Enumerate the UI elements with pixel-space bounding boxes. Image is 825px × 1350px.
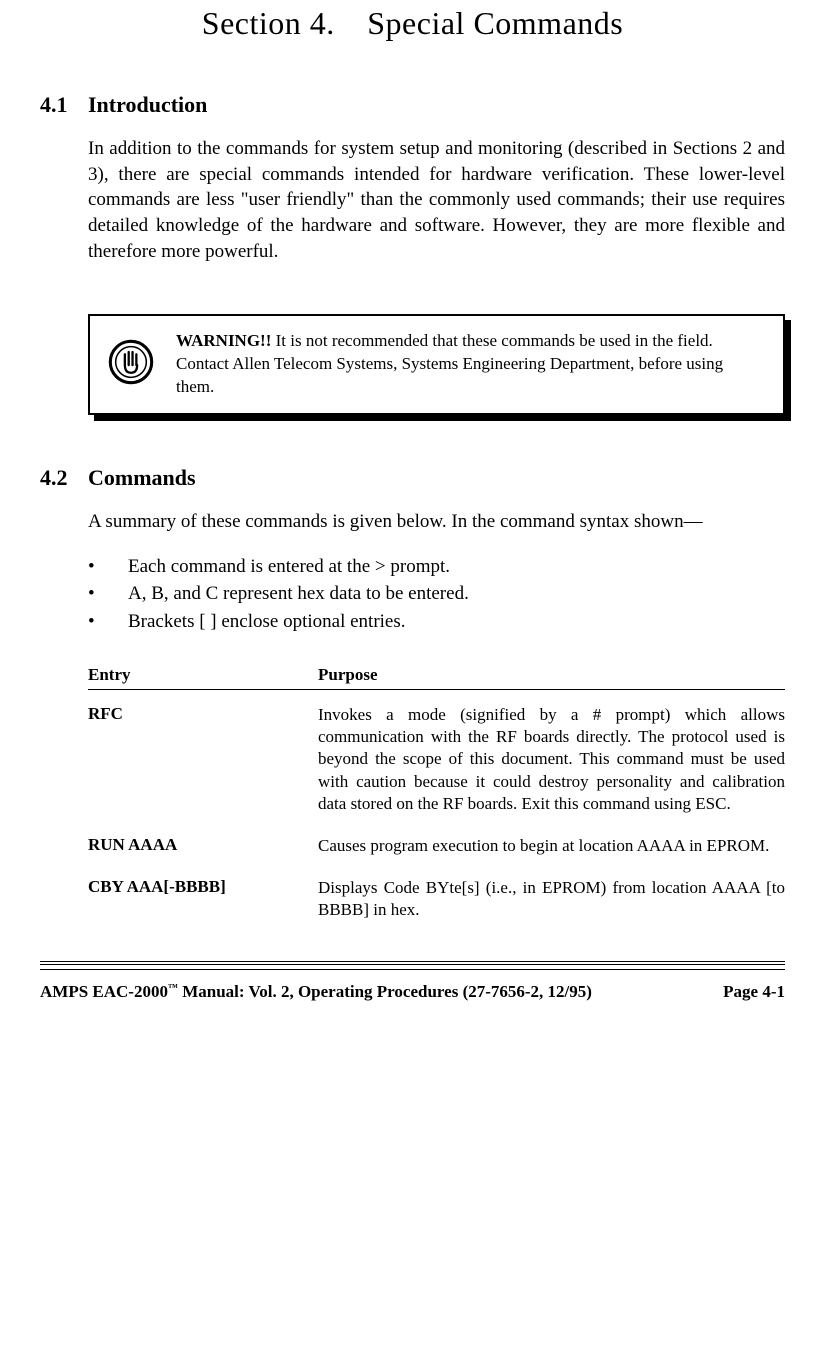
bullet-text: A, B, and C represent hex data to be ent… bbox=[128, 580, 469, 608]
warning-text: WARNING!! It is not recommended that the… bbox=[176, 330, 761, 399]
cell-entry: RFC bbox=[88, 704, 318, 814]
bullet-icon: • bbox=[88, 580, 128, 608]
subsection-heading: Commands bbox=[88, 465, 196, 491]
footer-doc: Manual: Vol. 2, Operating Procedures (27… bbox=[178, 982, 592, 1001]
cell-purpose: Displays Code BYte[s] (i.e., in EPROM) f… bbox=[318, 877, 785, 921]
header-purpose: Purpose bbox=[318, 665, 785, 685]
cell-purpose: Invokes a mode (signified by a # prompt)… bbox=[318, 704, 785, 814]
section-title: Section 4. Special Commands bbox=[40, 5, 785, 42]
bullet-icon: • bbox=[88, 608, 128, 636]
bullet-text: Brackets [ ] enclose optional entries. bbox=[128, 608, 406, 636]
intro-paragraph: In addition to the commands for system s… bbox=[88, 136, 785, 264]
warning-box: WARNING!! It is not recommended that the… bbox=[88, 314, 785, 415]
subsection-4-1: 4.1 Introduction bbox=[40, 92, 785, 118]
cell-purpose: Causes program execution to begin at loc… bbox=[318, 835, 785, 857]
table-header: Entry Purpose bbox=[88, 665, 785, 690]
table-row: RFC Invokes a mode (signified by a # pro… bbox=[88, 704, 785, 814]
list-item: •Each command is entered at the > prompt… bbox=[88, 553, 785, 581]
stop-hand-icon bbox=[108, 339, 154, 390]
cell-entry: RUN AAAA bbox=[88, 835, 318, 857]
list-item: •Brackets [ ] enclose optional entries. bbox=[88, 608, 785, 636]
bullet-text: Each command is entered at the > prompt. bbox=[128, 553, 450, 581]
subsection-number: 4.2 bbox=[40, 465, 88, 491]
page-footer: AMPS EAC-2000™ Manual: Vol. 2, Operating… bbox=[40, 978, 785, 1012]
footer-left: AMPS EAC-2000™ Manual: Vol. 2, Operating… bbox=[40, 982, 592, 1002]
document-page: Section 4. Special Commands 4.1 Introduc… bbox=[0, 5, 825, 1012]
cell-entry: CBY AAA[-BBBB] bbox=[88, 877, 318, 921]
table-row: RUN AAAA Causes program execution to beg… bbox=[88, 835, 785, 857]
table-row: CBY AAA[-BBBB] Displays Code BYte[s] (i.… bbox=[88, 877, 785, 921]
list-item: •A, B, and C represent hex data to be en… bbox=[88, 580, 785, 608]
subsection-heading: Introduction bbox=[88, 92, 207, 118]
footer-product: AMPS EAC-2000 bbox=[40, 982, 168, 1001]
header-entry: Entry bbox=[88, 665, 318, 685]
warning-label: WARNING!! bbox=[176, 331, 271, 350]
commands-intro: A summary of these commands is given bel… bbox=[88, 509, 785, 535]
footer-rule bbox=[40, 961, 785, 970]
subsection-4-2: 4.2 Commands bbox=[40, 465, 785, 491]
subsection-number: 4.1 bbox=[40, 92, 88, 118]
footer-page-number: Page 4-1 bbox=[723, 982, 785, 1002]
bullet-list: •Each command is entered at the > prompt… bbox=[88, 553, 785, 636]
bullet-icon: • bbox=[88, 553, 128, 581]
trademark-icon: ™ bbox=[168, 982, 178, 993]
